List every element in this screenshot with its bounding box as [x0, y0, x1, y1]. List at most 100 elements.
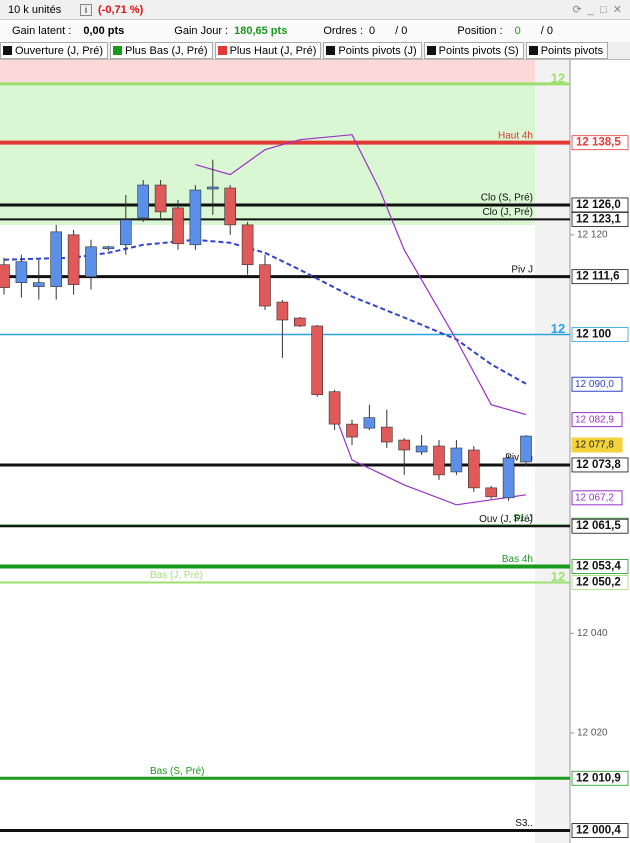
- price-box: [571, 327, 629, 342]
- candle-body: [450, 447, 463, 473]
- level-name: Bas 4h: [502, 554, 533, 565]
- tab[interactable]: Plus Haut (J, Pré): [214, 42, 322, 59]
- tab[interactable]: Points pivots: [525, 42, 609, 59]
- level-name: Piv 4h: [505, 453, 533, 464]
- value-tag: [571, 376, 623, 392]
- candle-body: [67, 234, 80, 285]
- tab-label: Points pivots: [540, 44, 604, 57]
- day: 180,65 pts: [234, 25, 288, 37]
- zone-pink: [0, 60, 535, 84]
- tab[interactable]: Points pivots (S): [423, 42, 524, 59]
- value-tag: [571, 490, 623, 506]
- indicator-line: [328, 399, 527, 506]
- tab-label: Ouverture (J, Pré): [15, 44, 104, 57]
- tab[interactable]: Plus Bas (J, Pré): [110, 42, 213, 59]
- level-tag: 12: [551, 70, 565, 85]
- price-box: [571, 197, 629, 213]
- price-label: 12 111,6: [576, 271, 620, 283]
- tab-color: [3, 46, 12, 55]
- price-label: 12 061,5: [576, 520, 621, 532]
- indicator-tabs: Ouverture (J, Pré) Plus Bas (J, Pré) Plus …: [0, 42, 630, 60]
- candle-body: [415, 445, 428, 453]
- price-label: 12 050,2: [576, 577, 621, 589]
- price-label: 12 126,0: [576, 199, 621, 211]
- candle-body: [224, 187, 236, 226]
- level-name: Piv J: [511, 264, 533, 275]
- tab-color: [426, 46, 436, 55]
- candle-body: [189, 189, 202, 246]
- candle-body: [102, 246, 115, 250]
- level-name: S1 J: [513, 513, 533, 524]
- value-tag: [571, 412, 623, 428]
- candle-body: [485, 487, 498, 498]
- level-name: Clo (J, Pré): [482, 207, 533, 218]
- price-label: 12 073,8: [576, 459, 621, 471]
- price-box: [571, 823, 629, 838]
- info-icon[interactable]: i: [80, 3, 92, 16]
- tab[interactable]: Points pivots (J): [323, 42, 422, 59]
- level-name: Bas (J, Pré): [150, 570, 203, 581]
- tab-label: Points pivots (S): [438, 44, 519, 57]
- price-box: [571, 518, 629, 534]
- price-label: 12 010,9: [576, 772, 621, 784]
- value-tag-label: 12 077,8: [575, 440, 614, 451]
- price-box: [571, 770, 629, 786]
- price-box: [571, 135, 629, 151]
- level-name: Haut 4h: [498, 130, 533, 141]
- tab-label: Plus Haut (J, Pré): [229, 44, 317, 57]
- price-box: [571, 269, 629, 285]
- position-total: / 0: [540, 25, 554, 37]
- candle-body: [398, 439, 411, 451]
- level-tag: 12: [551, 321, 565, 336]
- candle-body: [172, 207, 184, 245]
- y-tick-label: 12 120: [577, 229, 608, 240]
- tab-color: [113, 46, 123, 55]
- y-tick-label: 12 040: [577, 628, 608, 639]
- stats: Gain latent : 0,00 pts Gain Jour : 180,6…: [0, 20, 630, 42]
- candle-body: [207, 186, 219, 190]
- candle-body: [502, 457, 515, 499]
- candle-body: [0, 264, 10, 288]
- tab[interactable]: Ouverture (J, Pré): [0, 42, 109, 59]
- change: (-0,71 %): [98, 3, 144, 16]
- chart: 12 120 12 040 12 020 12 Haut 4h 12 138,5 Clo (…: [0, 60, 629, 843]
- candle-body: [311, 325, 324, 396]
- price-label: 12 000,4: [576, 825, 621, 837]
- candle-body: [328, 391, 341, 425]
- window-buttons[interactable]: ⟳ _ □ ✕: [572, 4, 622, 16]
- price-label: 12 053,4: [576, 561, 621, 573]
- y-tick-label: 12 020: [577, 728, 608, 739]
- candle-body: [15, 261, 28, 283]
- tab-label: Points pivots (J): [338, 44, 417, 57]
- tab-label: Plus Bas (J, Pré): [125, 44, 208, 57]
- zone-gray: [535, 60, 570, 843]
- level-name: Bas (S, Pré): [150, 766, 204, 777]
- indicator-line: [195, 134, 527, 416]
- value-tag-label: 12 082,9: [575, 414, 614, 425]
- candle-body: [520, 435, 532, 463]
- candle-body: [380, 426, 393, 443]
- candle-body: [433, 445, 445, 476]
- value-tag-label: 12 090,0: [575, 379, 614, 390]
- candle-body: [85, 246, 97, 277]
- level-tag: 12: [551, 569, 565, 584]
- candle-body: [137, 184, 149, 219]
- day-label: Gain Jour :: [174, 25, 229, 37]
- orders-label: Ordres :: [323, 25, 364, 37]
- price-label: 12 138,5: [576, 137, 621, 149]
- candle-body: [50, 231, 63, 287]
- tab-color: [528, 46, 538, 55]
- size-select[interactable]: 10 k unités: [8, 3, 62, 16]
- price-label: 12 123,1: [576, 213, 621, 225]
- latent: 0,00 pts: [83, 25, 125, 37]
- price-label: 12 100: [576, 328, 611, 340]
- tab-color: [217, 46, 227, 55]
- candle-body: [346, 423, 358, 438]
- position: 0: [514, 25, 521, 37]
- value-tag-label: 12 067,2: [575, 492, 614, 503]
- candle-body: [276, 301, 289, 321]
- orders-total: / 0: [395, 25, 408, 37]
- position-label: Position :: [457, 25, 503, 37]
- candle-body: [293, 317, 306, 327]
